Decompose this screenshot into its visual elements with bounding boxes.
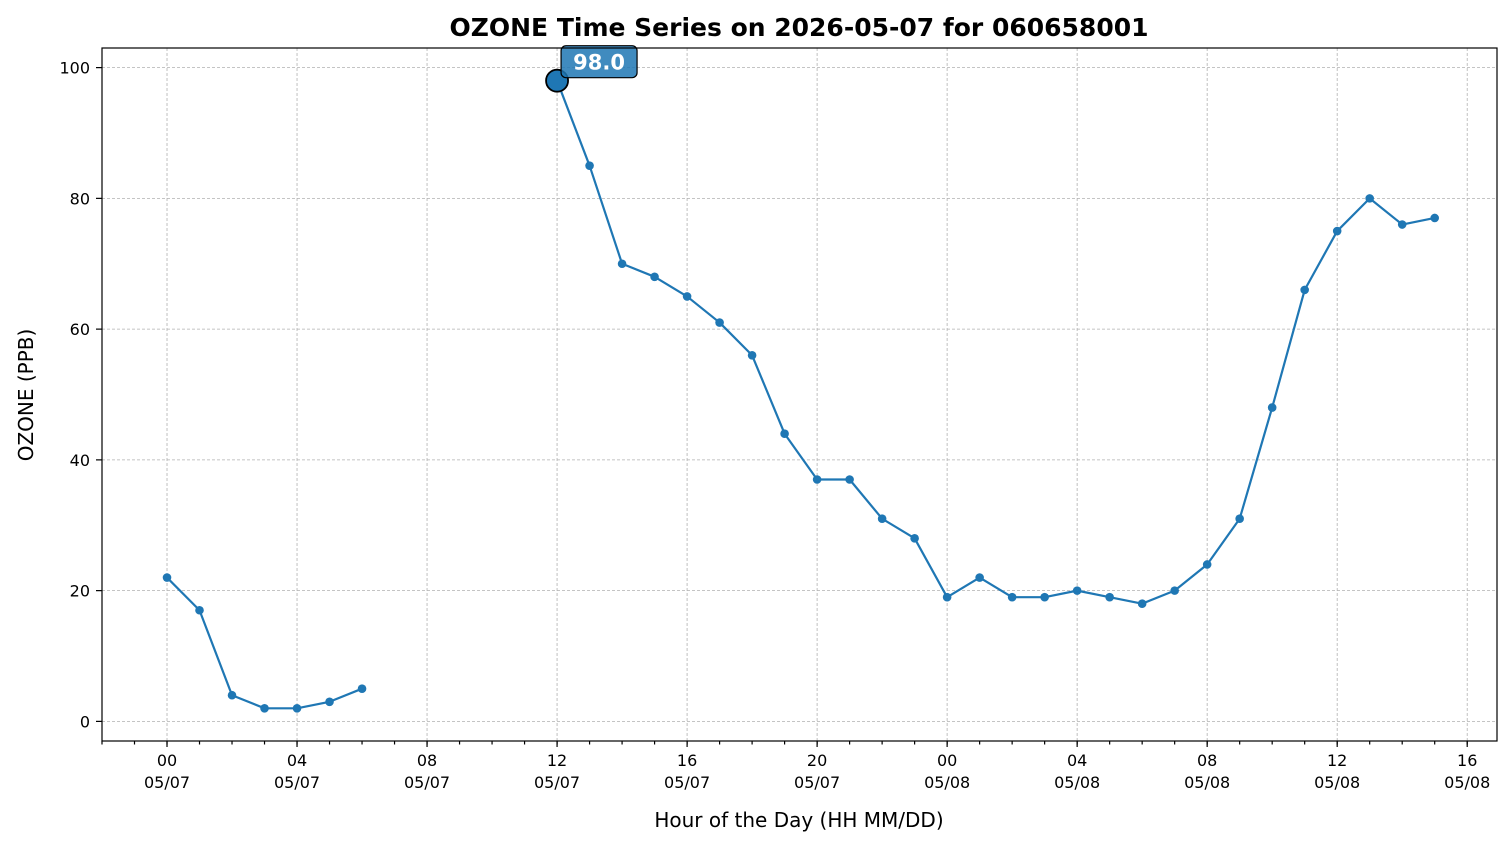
x-tick-date: 05/07 [534,773,580,792]
series-line [556,80,1435,605]
data-point [227,690,237,700]
axis-ticks: 0 20 40 60 80 100 00 05/07 04 05/07 08 05/07 12 05/07… [59,59,1490,792]
x-tick-label: 16 05/07 [664,751,710,792]
x-tick-label: 04 05/08 [1054,751,1100,792]
x-tick-date: 05/08 [1314,773,1360,792]
x-tick-date: 05/07 [794,773,840,792]
data-point [1430,213,1439,223]
data-series: 98.0 [162,45,1439,713]
data-point [1170,586,1179,595]
data-point [780,429,789,439]
data-point [1072,586,1082,595]
data-point [1137,599,1147,609]
x-tick-label: 00 05/08 [924,751,970,792]
data-point [845,475,854,484]
data-point [1040,592,1049,602]
data-point [292,704,302,713]
x-tick-hour: 08 [417,751,437,770]
x-tick-hour: 08 [1197,751,1217,770]
x-tick-label: 20 05/07 [794,751,840,792]
x-tick-hour: 00 [937,751,957,770]
y-tick-label: 40 [70,451,90,470]
data-point [1332,226,1342,236]
data-point [1202,560,1212,569]
x-tick-date: 05/07 [144,773,190,792]
grid-lines [102,48,1497,741]
x-tick-label: 12 05/07 [534,751,580,792]
x-tick-date: 05/08 [1444,773,1490,792]
data-point [650,272,659,282]
y-tick-label: 100 [59,59,90,78]
y-axis-label: OZONE (PPB) [14,329,38,462]
x-tick-label: 16 05/08 [1444,751,1490,792]
x-tick-date: 05/07 [274,773,320,792]
data-point [910,534,919,543]
data-point [195,605,204,615]
data-point [357,684,367,693]
x-tick-label: 08 05/07 [404,751,450,792]
x-tick-hour: 12 [1327,751,1347,770]
data-point [682,292,692,301]
data-point [325,697,334,707]
x-tick-hour: 00 [157,751,177,770]
x-tick-hour: 20 [807,751,827,770]
data-point [715,318,724,327]
x-tick-date: 05/07 [664,773,710,792]
data-point [162,573,172,582]
chart-title: OZONE Time Series on 2026-05-07 for 0606… [450,13,1149,42]
data-point [585,161,594,170]
x-axis-label: Hour of the Day (HH MM/DD) [654,808,943,832]
data-point [1300,285,1309,295]
y-tick-label: 20 [70,582,90,601]
data-point [260,704,269,713]
x-tick-hour: 04 [287,751,307,770]
plot-frame [101,47,1498,742]
y-tick-label: 0 [80,712,90,731]
x-tick-hour: 16 [1457,751,1477,770]
data-point [1365,194,1374,203]
x-tick-label: 12 05/08 [1314,751,1360,792]
data-point [1397,220,1407,229]
data-point [1007,592,1017,602]
data-point [942,592,952,602]
peak-value-label: 98.0 [573,51,625,75]
x-tick-hour: 04 [1067,751,1087,770]
x-tick-date: 05/08 [1184,773,1230,792]
peak-label-box [560,45,638,79]
x-tick-date: 05/08 [1054,773,1100,792]
data-point [1105,592,1114,602]
series-line [166,576,363,710]
x-tick-hour: 16 [677,751,697,770]
data-point [1267,403,1277,412]
y-tick-label: 80 [70,189,90,208]
x-tick-label: 04 05/07 [274,751,320,792]
x-tick-label: 08 05/08 [1184,751,1230,792]
data-point [975,573,984,582]
data-point [812,475,822,484]
x-tick-hour: 12 [547,751,567,770]
x-tick-date: 05/07 [404,773,450,792]
x-tick-date: 05/08 [924,773,970,792]
data-point [1235,514,1244,524]
data-point [617,259,627,269]
x-tick-label: 00 05/07 [144,751,190,792]
data-point [877,514,887,524]
data-point [747,350,757,360]
y-tick-label: 60 [70,320,90,339]
